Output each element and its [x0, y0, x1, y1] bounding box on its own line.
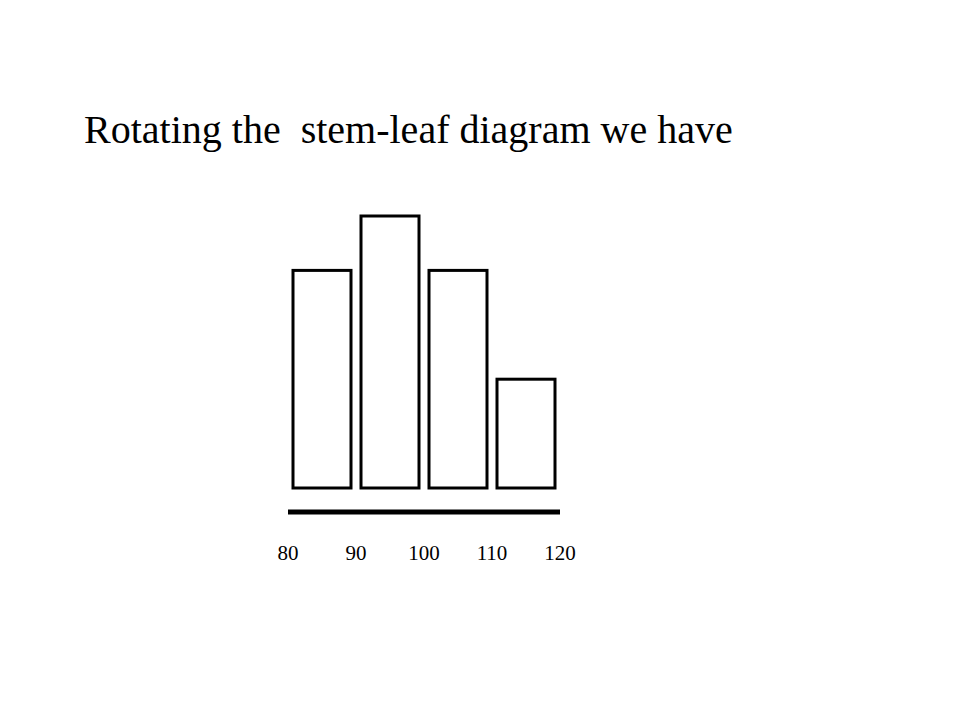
x-tick-label: 120: [544, 541, 576, 565]
bar: [429, 270, 487, 488]
bar: [497, 379, 555, 488]
title: Rotating the stem-leaf diagram we have: [84, 107, 733, 152]
bar: [293, 270, 351, 488]
x-tick-label: 90: [346, 541, 367, 565]
bar: [361, 216, 419, 488]
x-axis: [288, 510, 560, 515]
bars: [293, 216, 555, 488]
x-tick-label: 80: [278, 541, 299, 565]
x-tick-label: 100: [408, 541, 440, 565]
background: [0, 0, 960, 720]
x-tick-label: 110: [477, 541, 508, 565]
chart: Rotating the stem-leaf diagram we have 80…: [0, 0, 960, 720]
